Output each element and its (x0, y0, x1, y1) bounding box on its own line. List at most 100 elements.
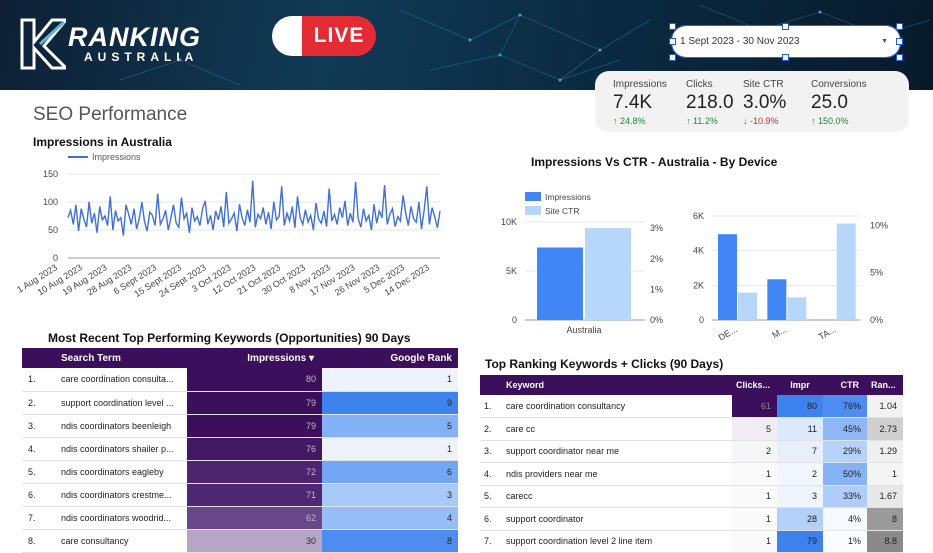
rank-cell: 1 (867, 462, 903, 486)
table2-title: Top Ranking Keywords + Clicks (90 Days) (485, 357, 724, 371)
google-rank-cell: 6 (322, 460, 458, 484)
resize-handle[interactable] (669, 54, 676, 61)
kpi-label: Site CTR (743, 79, 784, 90)
resize-handle[interactable] (896, 38, 903, 45)
table-row[interactable]: 1. care coordination consultancy 61 80 7… (480, 395, 903, 418)
clicks-cell: 5 (732, 417, 777, 441)
column-header-keyword[interactable]: Keyword (502, 375, 732, 395)
country-bar-chart[interactable]: Impressions Site CTR 10K 5K 0 3% 2% 1% 0% Austral… (485, 180, 685, 340)
column-header-clicks[interactable]: Clicks... (732, 375, 777, 395)
kpi-conversions[interactable]: Conversions 25.0 ↑ 150.0% (811, 79, 867, 126)
rank-cell: 8 (867, 507, 903, 531)
ctr-cell: 50% (823, 462, 867, 486)
clicks-cell: 2 (732, 440, 777, 463)
row-index: 8. (22, 529, 57, 553)
column-header-impressions[interactable]: Impressions ▾ (187, 348, 322, 368)
y-tick-label-right: 0% (870, 315, 883, 325)
impressions-bar (767, 279, 787, 320)
keyword-cell: carecc (502, 485, 732, 508)
row-index: 5. (480, 485, 502, 508)
kpi-value: 3.0% (743, 92, 787, 113)
search-term-cell: ndis coordinators beenleigh (57, 414, 187, 438)
ranking-australia-logo[interactable]: RANKING AUSTRALIA (20, 18, 230, 70)
table-row[interactable]: 7. ndis coordinators woodrid... 62 4 (22, 506, 458, 530)
impr-cell: 11 (777, 417, 823, 441)
ctr-bar (787, 297, 807, 320)
resize-handle[interactable] (782, 23, 789, 30)
impressions-cell: 79 (187, 414, 322, 438)
resize-handle[interactable] (896, 54, 903, 61)
opportunities-table: Search Term Impressions ▾ Google Rank 1.… (22, 348, 458, 553)
ctr-cell: 4% (823, 507, 867, 531)
kpi-delta: ↑ 150.0% (811, 116, 849, 126)
x-tick-label: TA... (817, 324, 838, 340)
table1-title: Most Recent Top Performing Keywords (Opp… (48, 331, 411, 345)
table-row[interactable]: 8. care consultancy 30 8 (22, 529, 458, 553)
legend-swatch (525, 206, 541, 215)
table-row[interactable]: 4. ndis providers near me 1 2 50% 1 (480, 462, 903, 486)
impressions-cell: 80 (187, 368, 322, 392)
device-bar-chart[interactable]: 6K 4K 2K 0 10% 5% 0% DE... M... TA... (680, 180, 910, 340)
ctr-bar (836, 223, 856, 320)
keyword-cell: ndis providers near me (502, 462, 732, 486)
date-range-selector[interactable]: 1 Sept 2023 - 30 Nov 2023 ▼ (671, 25, 901, 58)
kpi-site-ctr[interactable]: Site CTR 3.0% ↓ -10.9% (743, 79, 786, 126)
rank-cell: 2.73 (867, 417, 903, 441)
resize-handle[interactable] (782, 54, 789, 61)
table-row[interactable]: 5. carecc 1 3 33% 1.67 (480, 485, 903, 508)
impressions-cell: 30 (187, 529, 322, 553)
google-rank-cell: 4 (322, 506, 458, 530)
table-row[interactable]: 2. care cc 5 11 45% 2.73 (480, 417, 903, 441)
keyword-cell: care cc (502, 417, 732, 441)
row-index: 1. (22, 368, 57, 392)
table-row[interactable]: 4. ndis coordinators shailer p... 76 1 (22, 437, 458, 461)
row-index: 3. (480, 440, 502, 463)
y-tick-label: 10K (501, 217, 517, 227)
impressions-cell: 71 (187, 483, 322, 507)
table-row[interactable]: 3. support coordinator near me 2 7 29% 1… (480, 440, 903, 463)
rank-cell: 8.8 (867, 530, 903, 553)
resize-handle[interactable] (669, 38, 676, 45)
clicks-cell: 1 (732, 530, 777, 553)
row-index: 1. (480, 395, 502, 418)
x-tick-label: M... (770, 324, 788, 340)
column-header-google-rank[interactable]: Google Rank (322, 348, 458, 368)
kpi-impressions[interactable]: Impressions 7.4K ↑ 24.8% (613, 79, 667, 126)
kpi-label: Clicks (686, 79, 713, 90)
row-index: 2. (22, 391, 57, 415)
table-row[interactable]: 3. ndis coordinators beenleigh 79 5 (22, 414, 458, 438)
y-tick-label: 4K (693, 246, 704, 256)
impressions-cell: 62 (187, 506, 322, 530)
table-row[interactable]: 7. support coordination level 2 line ite… (480, 530, 903, 553)
kpi-clicks[interactable]: Clicks 218.0 ↑ 11.2% (686, 79, 734, 126)
column-header-ctr[interactable]: CTR (823, 375, 867, 395)
impressions-cell: 76 (187, 437, 322, 461)
column-header-impr[interactable]: Impr (777, 375, 823, 395)
column-header-search-term[interactable]: Search Term (57, 348, 187, 368)
impr-cell: 79 (777, 530, 823, 553)
table-row[interactable]: 1. care coordination consulta... 80 1 (22, 368, 458, 392)
table-row[interactable]: 6. ndis coordinators crestme... 71 3 (22, 483, 458, 507)
rank-cell: 1.67 (867, 485, 903, 508)
resize-handle[interactable] (896, 23, 903, 30)
resize-handle[interactable] (669, 23, 676, 30)
row-index: 5. (22, 460, 57, 484)
keyword-cell: support coordination level 2 line item (502, 530, 732, 553)
table-row[interactable]: 6. support coordinator 1 28 4% 8 (480, 507, 903, 531)
table-row[interactable]: 5. ndis coordinators eagleby 72 6 (22, 460, 458, 484)
kpi-label: Conversions (811, 79, 867, 90)
keyword-cell: support coordinator near me (502, 440, 732, 463)
kpi-delta: ↑ 11.2% (686, 116, 718, 126)
clicks-cell: 1 (732, 462, 777, 486)
y-tick-label: 150 (43, 169, 58, 179)
column-header-rank[interactable]: Ran... (867, 375, 903, 395)
y-tick-label: 6K (693, 211, 704, 221)
table-row[interactable]: 2. support coordination level ... 79 9 (22, 391, 458, 415)
network-background (119, 4, 931, 86)
x-tick-label: Australia (566, 325, 601, 335)
chevron-down-icon[interactable]: ▼ (881, 38, 888, 45)
line-chart-title: Impressions in Australia (33, 135, 172, 149)
google-rank-cell: 9 (322, 391, 458, 415)
impressions-cell: 79 (187, 391, 322, 415)
